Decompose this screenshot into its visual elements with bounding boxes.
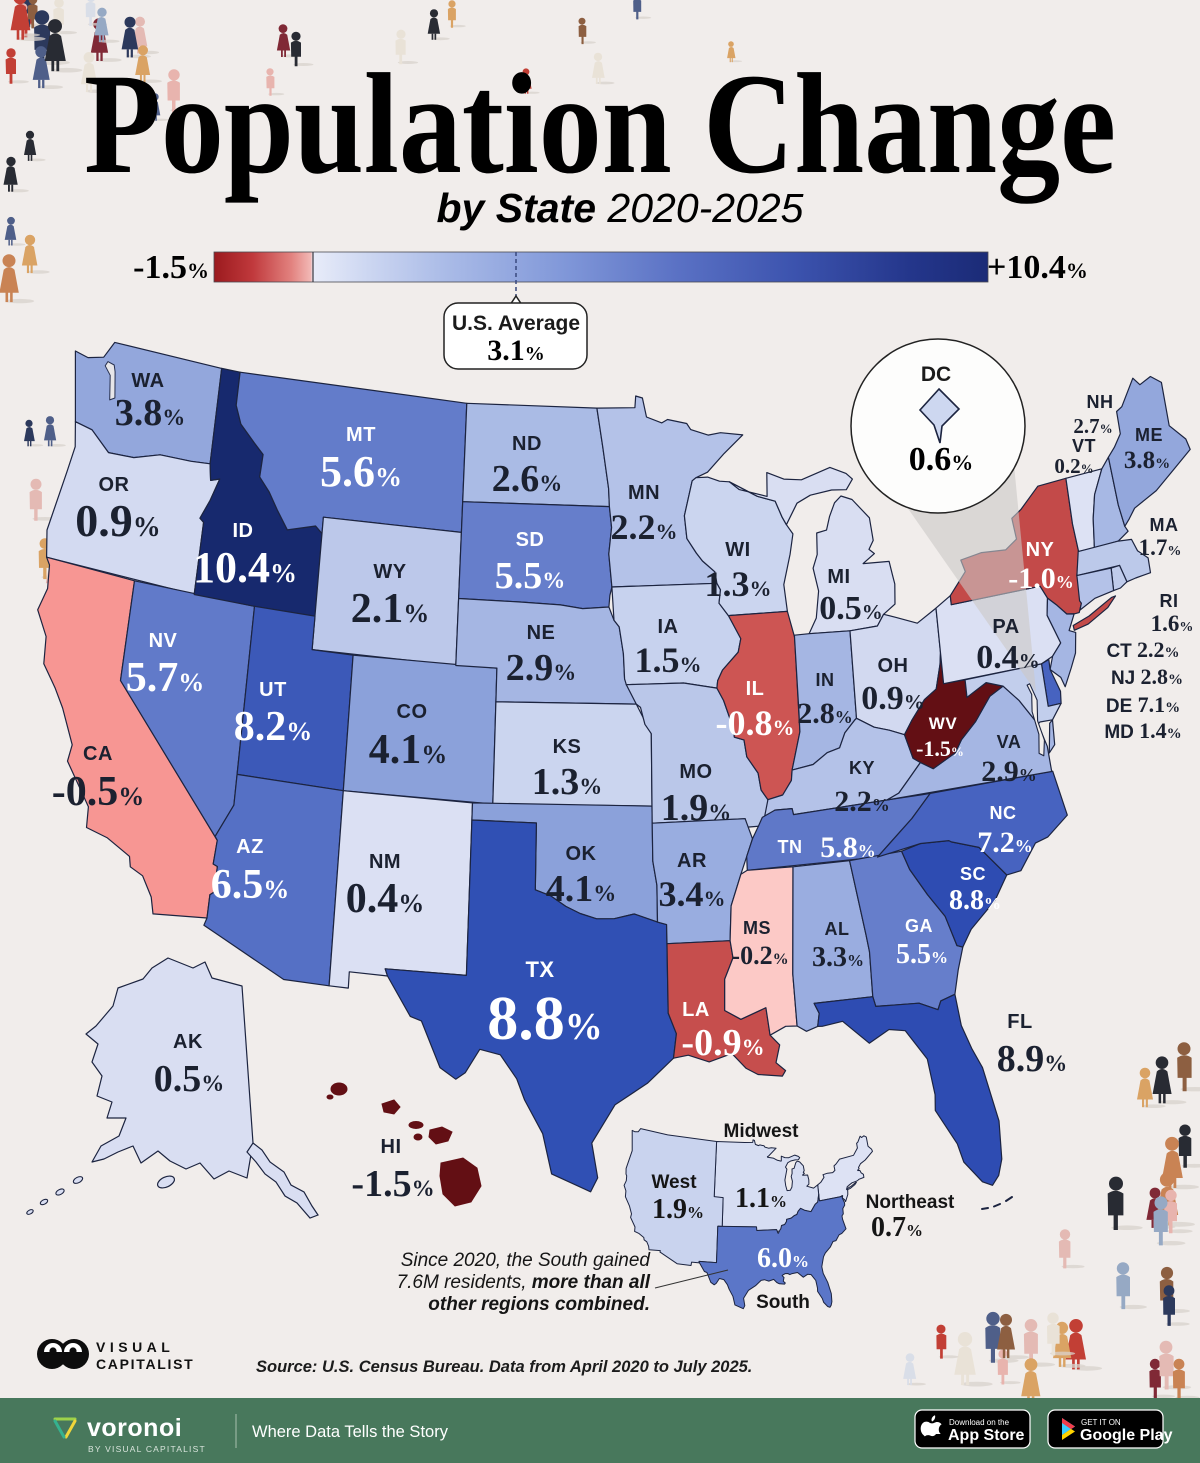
svg-text:10.4%: 10.4% (193, 543, 297, 592)
svg-text:SD: SD (516, 529, 545, 551)
svg-text:App Store: App Store (948, 1427, 1025, 1444)
svg-text:Where Data Tells the Story: Where Data Tells the Story (252, 1423, 449, 1441)
svg-text:RI: RI (1160, 591, 1179, 611)
svg-text:PA: PA (992, 616, 1019, 638)
svg-text:VA: VA (997, 732, 1022, 752)
svg-text:2.2%: 2.2% (611, 507, 678, 547)
svg-text:2.8%: 2.8% (797, 697, 853, 730)
svg-text:MI: MI (827, 566, 850, 588)
svg-text:voronoi: voronoi (87, 1414, 182, 1442)
svg-text:AR: AR (677, 850, 707, 872)
svg-text:TX: TX (525, 957, 554, 982)
svg-text:NV: NV (149, 630, 178, 652)
svg-text:VT: VT (1072, 436, 1096, 456)
svg-text:by State 2020-2025: by State 2020-2025 (437, 185, 804, 231)
svg-text:2.9%: 2.9% (981, 755, 1037, 788)
svg-text:NC: NC (990, 803, 1017, 823)
svg-text:KY: KY (849, 758, 875, 778)
svg-text:ME: ME (1135, 425, 1163, 445)
svg-text:IL: IL (746, 678, 765, 700)
svg-text:FL: FL (1007, 1011, 1032, 1033)
svg-text:BY VISUAL CAPITALIST: BY VISUAL CAPITALIST (88, 1444, 206, 1454)
svg-text:0.4%: 0.4% (976, 639, 1040, 676)
svg-text:AL: AL (825, 919, 850, 939)
svg-text:WI: WI (725, 539, 750, 561)
svg-text:TN: TN (778, 837, 803, 857)
svg-text:NM: NM (369, 851, 401, 873)
svg-text:ND: ND (512, 433, 542, 455)
svg-text:SC: SC (960, 864, 986, 884)
svg-text:Northeast: Northeast (866, 1192, 955, 1213)
svg-text:MT: MT (346, 424, 376, 446)
svg-text:6.0%: 6.0% (757, 1243, 809, 1274)
svg-text:3.8%: 3.8% (1124, 447, 1170, 474)
svg-text:KS: KS (553, 736, 582, 758)
svg-text:3.3%: 3.3% (812, 942, 864, 973)
svg-text:CA: CA (83, 743, 113, 765)
svg-text:7.2%: 7.2% (977, 826, 1033, 859)
svg-text:2.6%: 2.6% (492, 458, 563, 500)
svg-text:MN: MN (628, 482, 660, 504)
svg-text:VISUAL: VISUAL (96, 1339, 174, 1355)
svg-text:1.5%: 1.5% (635, 640, 702, 680)
svg-text:South: South (756, 1292, 810, 1313)
svg-text:NY: NY (1026, 539, 1055, 561)
svg-text:Download on the: Download on the (949, 1418, 1010, 1427)
svg-text:IA: IA (658, 616, 679, 638)
svg-text:4.1%: 4.1% (546, 868, 617, 910)
svg-text:AZ: AZ (236, 836, 264, 858)
svg-text:WA: WA (131, 370, 164, 392)
svg-text:IN: IN (816, 670, 835, 690)
svg-text:U.S. Average: U.S. Average (452, 312, 580, 335)
svg-text:West: West (651, 1172, 697, 1193)
svg-text:WV: WV (929, 714, 958, 733)
svg-text:CAPITALIST: CAPITALIST (96, 1356, 194, 1372)
svg-text:DC: DC (921, 363, 951, 386)
svg-text:-1.0%: -1.0% (1008, 562, 1074, 595)
svg-text:OK: OK (566, 843, 597, 865)
svg-text:AK: AK (173, 1031, 203, 1053)
svg-text:CO: CO (397, 701, 428, 723)
svg-text:UT: UT (259, 679, 287, 701)
svg-text:5.5%: 5.5% (896, 939, 948, 970)
svg-text:Source: U.S. Census Bureau. Da: Source: U.S. Census Bureau. Data from Ap… (256, 1358, 752, 1376)
svg-text:NE: NE (527, 622, 556, 644)
svg-text:Google Play: Google Play (1080, 1427, 1173, 1444)
svg-text:7.6M residents, more than all: 7.6M residents, more than all (397, 1272, 651, 1293)
svg-text:Midwest: Midwest (724, 1121, 800, 1142)
svg-text:MA: MA (1150, 515, 1179, 535)
svg-text:MO: MO (679, 761, 712, 783)
svg-text:5.6%: 5.6% (320, 447, 402, 496)
svg-text:2.1%: 2.1% (351, 586, 430, 632)
svg-text:ID: ID (233, 520, 254, 542)
svg-text:other regions combined.: other regions combined. (428, 1294, 650, 1315)
svg-text:Since 2020, the South gained: Since 2020, the South gained (401, 1250, 652, 1271)
svg-text:MS: MS (743, 918, 771, 938)
svg-text:Population Change: Population Change (84, 45, 1116, 204)
svg-text:GET IT ON: GET IT ON (1081, 1418, 1121, 1427)
svg-text:LA: LA (682, 999, 710, 1021)
svg-text:NH: NH (1087, 392, 1114, 412)
svg-text:MD 1.4%: MD 1.4% (1104, 718, 1181, 743)
svg-text:WY: WY (373, 561, 406, 583)
svg-text:OH: OH (878, 655, 909, 677)
svg-text:GA: GA (905, 916, 933, 936)
svg-text:HI: HI (381, 1136, 402, 1158)
svg-text:OR: OR (99, 474, 130, 496)
svg-text:0.9%: 0.9% (861, 680, 925, 717)
